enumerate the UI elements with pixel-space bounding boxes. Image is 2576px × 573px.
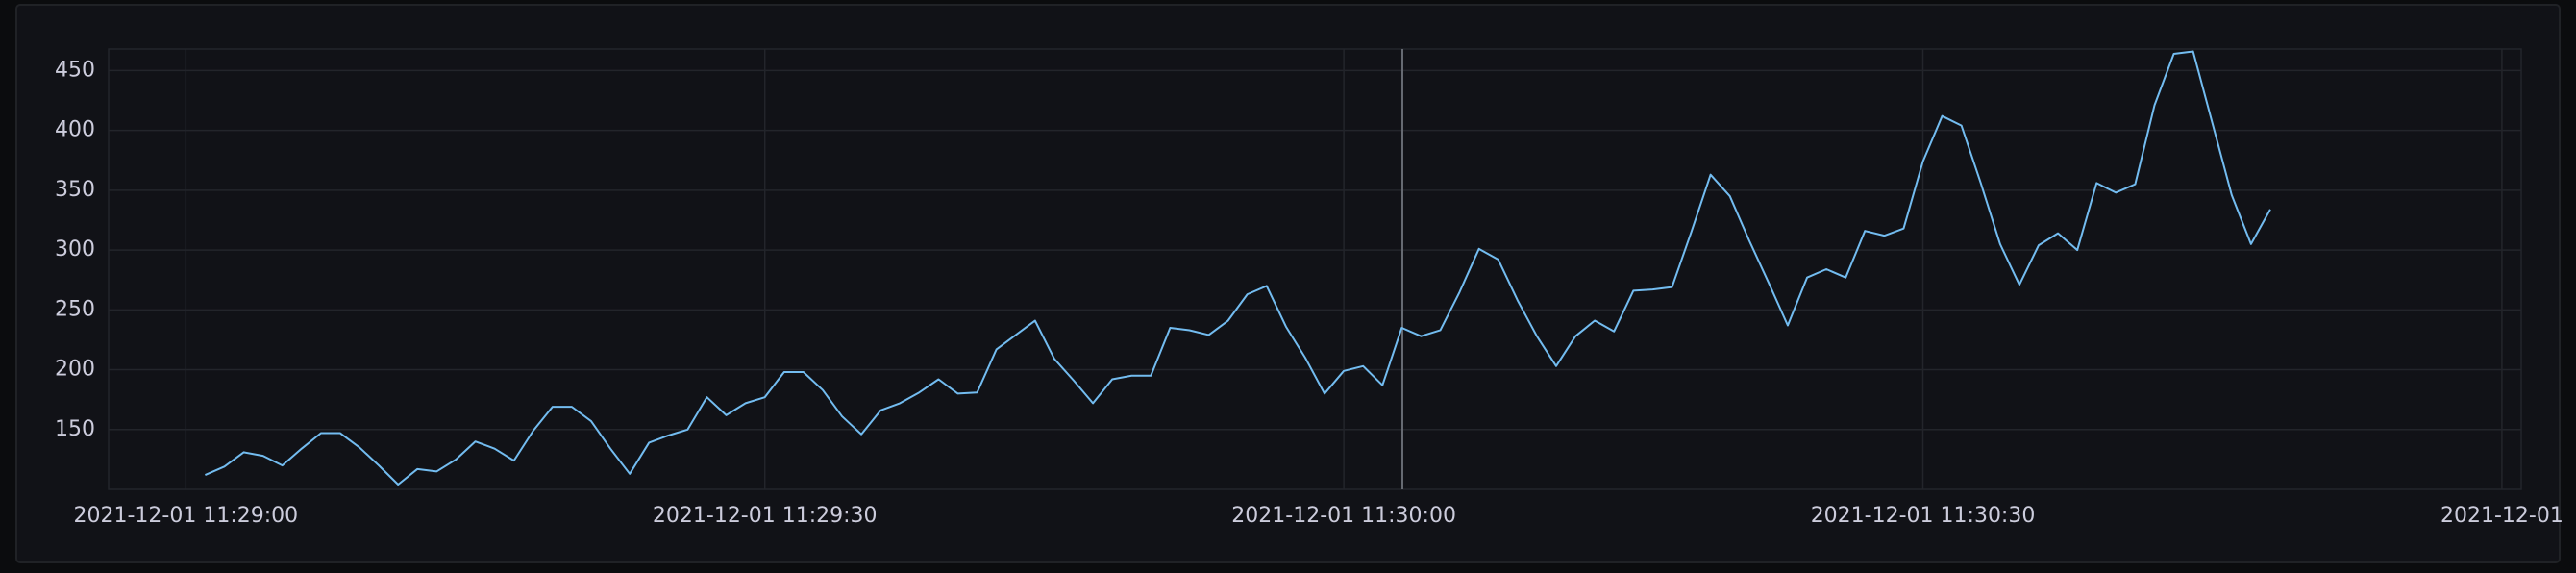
- y-tick-label: 450: [55, 58, 95, 82]
- x-tick-label: 2021-12-01 11:29:00: [73, 504, 298, 528]
- y-tick-label: 150: [55, 417, 95, 441]
- x-tick-label: 2021-12-01 11:29:30: [653, 504, 878, 528]
- x-tick-label: 2021-12-01 11:30:30: [1811, 504, 2036, 528]
- y-tick-label: 200: [55, 358, 95, 382]
- panel: [15, 4, 2561, 563]
- series-line: [205, 50, 2271, 486]
- y-tick-label: 300: [55, 237, 95, 262]
- y-tick-label: 250: [55, 297, 95, 321]
- plot-frame: [108, 48, 2522, 490]
- x-tick-label: 2021-12-01 11:30:00: [1231, 504, 1456, 528]
- y-tick-label: 400: [55, 118, 95, 142]
- x-tick-label: 2021-12-01: [2440, 504, 2564, 528]
- y-tick-label: 350: [55, 178, 95, 202]
